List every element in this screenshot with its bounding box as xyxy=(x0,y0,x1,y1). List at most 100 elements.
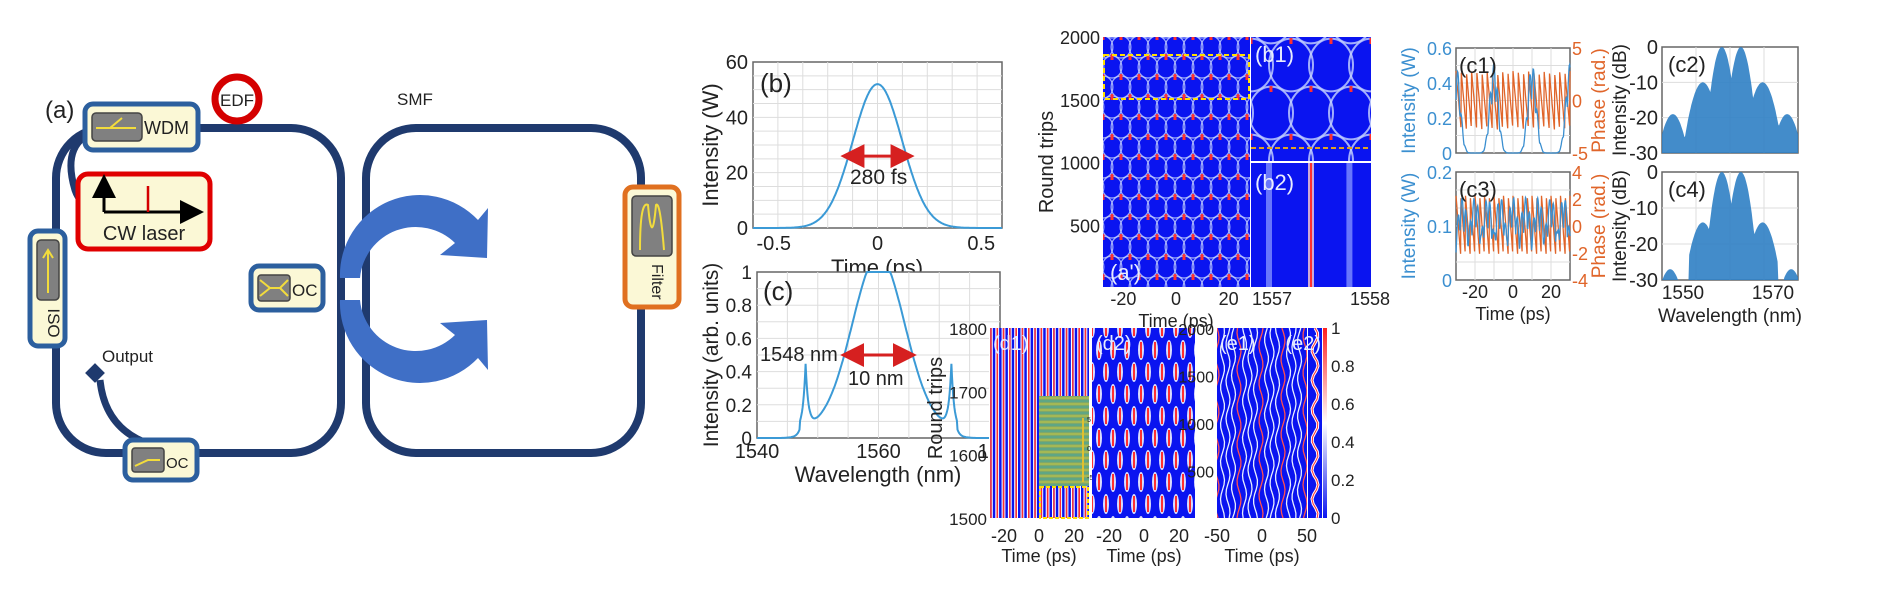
peak-mark xyxy=(1245,154,1249,160)
peak-mark xyxy=(1098,430,1100,446)
coupler-symbol-icon xyxy=(259,279,289,297)
peak-mark xyxy=(1137,274,1141,280)
circulation-arrows-icon xyxy=(339,195,488,383)
lattice-cell xyxy=(1245,97,1250,117)
peak-mark xyxy=(1137,74,1141,80)
lattice-cell xyxy=(1245,217,1250,237)
peak-mark xyxy=(1227,114,1231,120)
x-axis-label: Time (ps) xyxy=(1224,546,1299,566)
peak-mark xyxy=(1093,54,1096,60)
lattice-cell xyxy=(1103,75,1114,99)
lattice-cell xyxy=(1075,196,1095,218)
y-tick-label: 500 xyxy=(1187,465,1214,482)
peak-mark xyxy=(1173,274,1177,280)
lattice-cell xyxy=(1335,37,1367,45)
zoom-region-box xyxy=(1103,54,1250,100)
x-tick-label: 1557 xyxy=(1252,289,1292,309)
peak-mark xyxy=(1137,114,1141,120)
peak-mark xyxy=(1390,86,1393,92)
lattice-cell xyxy=(1214,37,1226,39)
peak-mark xyxy=(1189,496,1191,512)
peak-mark xyxy=(1218,134,1222,140)
peak-mark xyxy=(1201,14,1204,20)
peak-mark xyxy=(1140,474,1142,490)
stripe xyxy=(1020,328,1022,518)
peak-mark xyxy=(1168,386,1170,402)
peak-mark xyxy=(1236,214,1240,220)
peak-mark xyxy=(1105,496,1107,512)
x-tick-label: 1540 xyxy=(735,441,780,463)
peak-mark xyxy=(1227,37,1231,40)
peak-mark xyxy=(1155,194,1159,200)
peak-mark xyxy=(1200,54,1204,60)
peak-mark xyxy=(1209,74,1213,80)
lattice-cell xyxy=(1103,155,1114,179)
peak-mark xyxy=(1133,496,1135,512)
bubble-edge xyxy=(1194,516,1200,536)
lattice-cell xyxy=(1103,115,1114,139)
bubble-edge xyxy=(1153,516,1157,518)
oc-bottom-label: OC xyxy=(166,455,189,472)
peak-mark xyxy=(1218,214,1222,220)
y-right-tick-label: -4 xyxy=(1572,271,1588,291)
heatmap-e2-pattern xyxy=(1310,328,1320,518)
phase-inset: 5 0 -5 xyxy=(1039,396,1093,519)
stripe xyxy=(1023,328,1025,518)
heatmap-b2 xyxy=(1251,163,1371,287)
peak-mark xyxy=(1175,328,1177,336)
peak-mark xyxy=(1191,114,1195,120)
peak-mark xyxy=(1119,496,1121,512)
lattice-cell xyxy=(1246,16,1266,38)
peak-mark xyxy=(1269,86,1273,92)
x-axis-label: Wavelength (nm) xyxy=(1658,306,1802,327)
peak-mark xyxy=(1218,94,1222,100)
y-axis-label: Intensity (W) xyxy=(698,83,723,206)
stripe-peak xyxy=(990,328,992,518)
peak-mark xyxy=(1093,134,1096,140)
peak-mark xyxy=(1189,452,1191,468)
peak-mark xyxy=(1084,114,1087,120)
peak-mark xyxy=(1098,342,1100,358)
bubble-edge xyxy=(1097,516,1101,518)
y-tick-label: 0.8 xyxy=(726,296,752,317)
y-tick-label: 40 xyxy=(726,107,748,129)
y-right-axis-label: Phase (rad.) xyxy=(1589,174,1610,279)
peak-mark xyxy=(1182,386,1184,402)
x-tick-label: -20 xyxy=(1096,526,1122,546)
peak-mark xyxy=(1289,38,1293,44)
spectrum-area xyxy=(1662,172,1798,280)
peak-mark xyxy=(1103,274,1105,280)
lattice-cell xyxy=(1245,257,1250,277)
peak-mark xyxy=(1164,94,1168,100)
y-tick-label: 1000 xyxy=(1060,154,1100,174)
peak-mark xyxy=(1147,452,1149,468)
y-right-tick-label: 2 xyxy=(1572,190,1582,210)
peak-mark xyxy=(1191,74,1195,80)
panel-label: (c4) xyxy=(1668,177,1706,202)
heatmap-e1 xyxy=(1217,328,1307,518)
peak-mark xyxy=(1154,474,1156,490)
peak-mark xyxy=(1329,38,1333,44)
peak-mark xyxy=(1155,274,1159,280)
peak-mark xyxy=(1084,74,1087,80)
peak-mark xyxy=(1105,364,1107,380)
output-port-icon xyxy=(85,363,105,383)
peak-mark xyxy=(1110,214,1114,220)
peak-mark xyxy=(1189,408,1191,424)
lattice-cell xyxy=(1245,177,1250,197)
peak-mark xyxy=(1164,174,1168,180)
y-right-tick-label: 0 xyxy=(1572,217,1582,237)
peak-mark xyxy=(1154,518,1156,534)
lattice-cell xyxy=(1255,37,1287,45)
peak-mark xyxy=(1155,74,1159,80)
y-tick-label: 1700 xyxy=(949,383,987,402)
x-tick-label: -50 xyxy=(1204,526,1230,546)
peak-mark xyxy=(1209,234,1213,240)
peak-mark xyxy=(1369,38,1371,44)
x-axis-label: Wavelength (nm) xyxy=(795,462,962,487)
bubble-edge xyxy=(1208,384,1214,404)
bubble-edge xyxy=(1194,342,1195,358)
lattice-cell xyxy=(1348,37,1371,93)
peak-mark xyxy=(1218,254,1222,260)
peak-mark xyxy=(1182,214,1186,220)
